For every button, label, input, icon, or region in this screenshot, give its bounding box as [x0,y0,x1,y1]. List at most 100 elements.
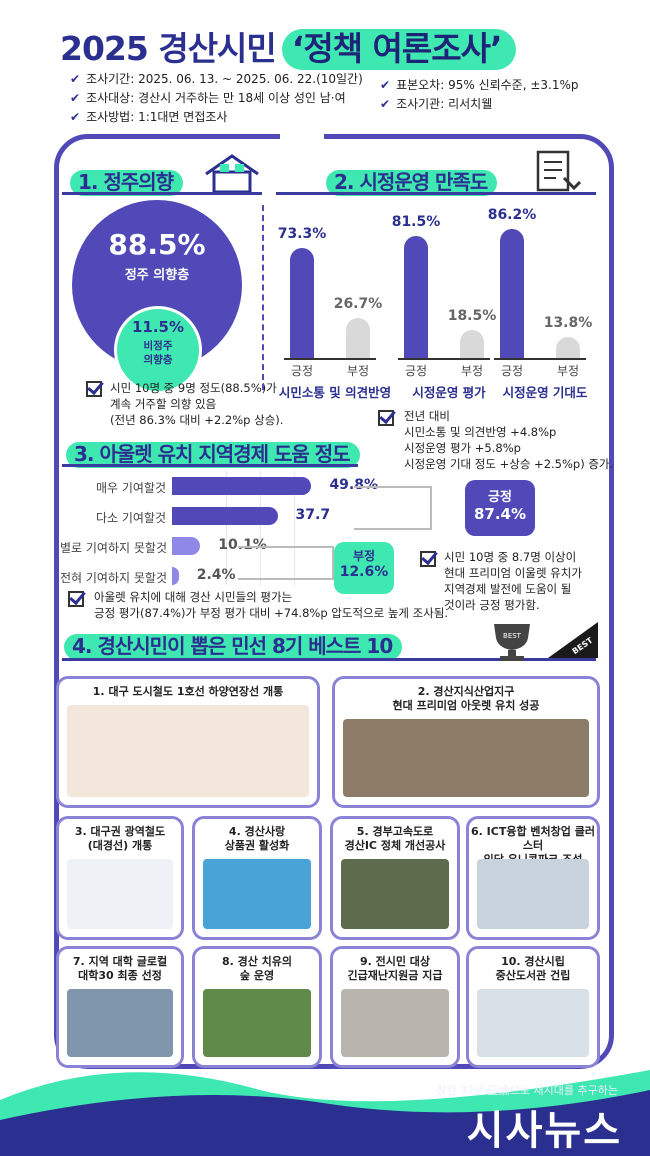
best-item-title: 1. 대구 도시철도 1호선 하양연장선 개통 [59,685,317,699]
non-resident-circle [114,306,202,394]
section2-title: 2. 시정운영 만족도 [326,166,498,196]
best-item-title: 4. 경산사랑 상품권 활성화 [195,825,319,853]
best-item-title-line: 경산IC 정체 개선공사 [344,839,446,852]
meta-agency: 조사기관: 리서치웰 [396,97,493,111]
best-item-photo [203,989,311,1057]
meta-error: 표본오차: 95% 신뢰수준, ±3.1%p [396,78,579,92]
positive-label: 긍정 [488,490,512,505]
note-line: 시민 10명 중 8.7명 이상이 [444,550,577,564]
outlet-category: 전혀 기여하지 못할것 [60,571,167,585]
checkbox-icon [86,381,102,397]
positive-value: 87.4% [473,505,527,523]
satisfaction-value: 73.3% [277,226,327,243]
note-line: 것이라 긍정 평가함. [444,598,540,612]
meta-row: ✔ 조사대상: 경산시 거주하는 만 18세 이상 성인 남·여 [70,89,363,108]
best-item-title-line: 9. 전시민 대상 [359,955,431,968]
negative-box: 부정 12.6% [334,542,394,594]
best-item-photo [203,859,311,929]
satisfaction-category: 부정 [346,364,370,378]
checkbox-icon [68,591,84,607]
note-line: 현대 프리미엄 이울렛 유치가 [444,566,582,580]
outlet-bar [172,537,201,555]
best-item-title-line: 3. 대구권 광역철도 [74,825,166,838]
satisfaction-bar [556,337,580,358]
best-item-card: 5. 경부고속도로 경산IC 정체 개선공사 [330,816,460,940]
best-item-title: 5. 경부고속도로 경산IC 정체 개선공사 [333,825,457,853]
outlet-category: 별로 기여하지 못할것 [60,541,167,555]
section4-title-text: 4. 경산시민이 뽑은 민선 8기 베스트 10 [64,634,403,660]
outlet-category: 다소 기여할것 [95,511,166,525]
satisfaction-value: 18.5% [447,308,497,325]
best-item-photo [477,989,589,1057]
best-item-photo [341,989,449,1057]
satisfaction-bar [404,235,428,358]
satisfaction-bar [500,228,524,358]
satisfaction-value: 13.8% [543,315,593,332]
section3-title-text: 3. 아울렛 유치 지역경제 도움 정도 [66,442,360,468]
outlet-value: 10.1% [218,537,267,553]
best-item-title-line: 2. 경산지식산업지구 [417,685,515,698]
section2-rule [276,192,596,195]
best-item-photo [477,859,589,929]
frame-notch [280,124,324,144]
best-item-title: 8. 경산 치유의 숲 운영 [195,955,319,983]
best-item-card: 8. 경산 치유의 숲 운영 [192,946,322,1068]
satisfaction-category: 긍정 [404,364,428,378]
outlet-category: 매우 기여할것 [95,481,166,495]
note-line: 전년 대비 [404,409,450,423]
section1-title-text: 1. 정주의향 [70,170,184,196]
meta-target: 조사대상: 경산시 거주하는 만 18세 이상 성인 남·여 [86,91,346,105]
best-item-title-line: 숲 운영 [239,969,275,982]
outlet-bar [172,507,278,525]
best-item-title-line: 7. 지역 대학 글로컬 [72,955,168,968]
negative-bracket [238,546,334,580]
checkbox-icon [420,551,436,567]
note-line: 시정운영 평가 +5.8%p [404,441,521,455]
title-main: 2025 경산시민 [60,29,277,68]
chart-gridline [260,470,261,585]
positive-box: 긍정 87.4% [465,480,535,536]
best-item-title-line: 긴급재난지원금 지급 [347,969,443,982]
meta-row: ✔ 조사기관: 리서치웰 [380,95,579,114]
check-icon: ✔ [70,91,81,105]
section1-rule [62,192,262,195]
title-highlight: ‘정책 여론조사’ [281,29,516,70]
best-item-title-line: 중산도서관 건립 [495,969,571,982]
meta-row: ✔ 조사기간: 2025. 06. 13. ~ 2025. 06. 22.(10일… [70,70,363,89]
best-item-card: 3. 대구권 광역철도 (대경선) 개통 [56,816,184,940]
best-item-photo [341,859,449,929]
section-divider [262,205,264,390]
negative-label: 부정 [352,549,376,563]
best-item-card: 10. 경산시립 중산도서관 건립 [466,946,600,1068]
best-item-photo [67,705,309,797]
note-line: 아울렛 유치에 대해 경산 시민들의 평가는 [94,590,293,604]
survey-meta-right: ✔ 표본오차: 95% 신뢰수준, ±3.1%p ✔ 조사기관: 리서치웰 [380,76,579,114]
meta-method: 조사방법: 1:1대면 면접조사 [86,110,228,124]
best-item-title: 2. 경산지식산업지구 현대 프리미엄 아웃렛 유치 성공 [335,685,597,713]
satisfaction-group-label: 시정운영 기대도 [502,385,588,400]
best-item-title-line: 4. 경산사랑 [228,825,286,838]
section1-title: 1. 정주의향 [70,166,184,196]
best-item-title: 7. 지역 대학 글로컬 대학30 최종 선정 [59,955,181,983]
best-item-photo [343,719,589,797]
resident-intent-value: 88.5% [108,228,206,261]
section2-title-text: 2. 시정운영 만족도 [326,170,498,196]
satisfaction-value: 26.7% [333,295,383,312]
best-item-photo [67,859,173,929]
satisfaction-bar [460,330,484,358]
non-resident-value: 11.5% [131,318,185,336]
survey-meta-left: ✔ 조사기간: 2025. 06. 13. ~ 2025. 06. 22.(10일… [70,70,363,127]
best-item-title-line: 1. 대구 도시철도 1호선 하양연장선 개통 [92,685,284,698]
resident-intent-label: 정주 의향층 [124,268,190,283]
best-item-photo [67,989,173,1057]
best-item-title: 3. 대구권 광역철도 (대경선) 개통 [59,825,181,853]
checkbox-icon [378,410,394,426]
satisfaction-category: 긍정 [290,364,314,378]
best-item-title-line: 8. 경산 치유의 [221,955,293,968]
check-icon: ✔ [70,110,81,124]
outlet-bar [172,567,179,585]
satisfaction-bar [346,317,370,358]
check-icon: ✔ [380,78,391,92]
footer-logo: 시사뉴스 [466,1108,622,1154]
best-item-title: 9. 전시민 대상 긴급재난지원금 지급 [333,955,457,983]
